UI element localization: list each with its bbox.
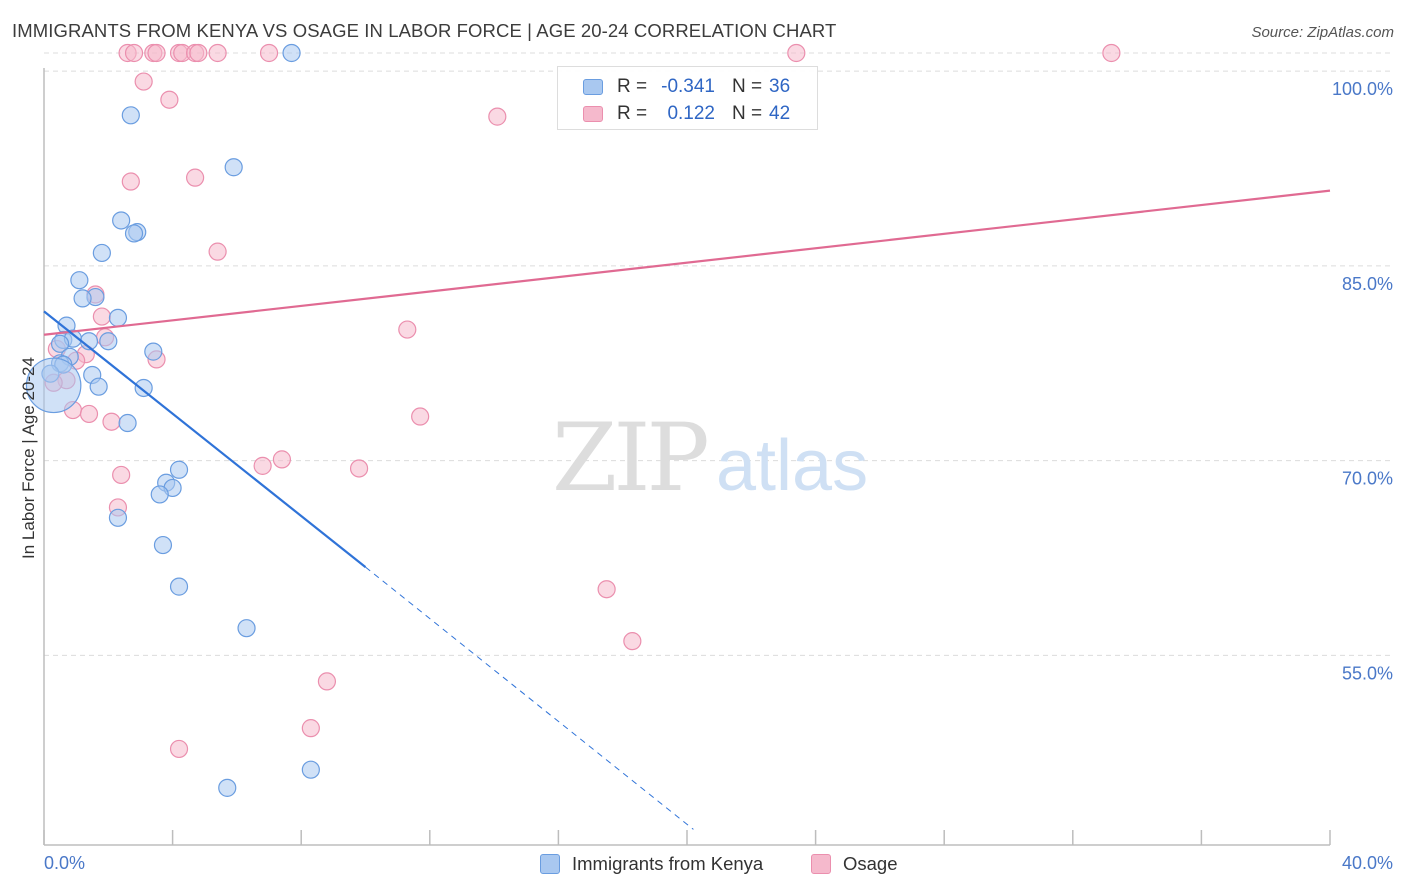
watermark-atlas: atlas xyxy=(716,426,868,506)
y-tick-label: 100.0% xyxy=(1332,79,1393,99)
n-value: 42 xyxy=(769,103,791,124)
osage-point xyxy=(1102,43,1121,63)
legend-label: Osage xyxy=(843,853,898,874)
kenya-point xyxy=(124,224,144,243)
osage-trend-line xyxy=(43,189,1331,336)
osage-point xyxy=(398,320,417,339)
series-legend: Immigrants from Kenya Osage xyxy=(0,852,1406,878)
legend-row-osage: R = 0.122 N = 42 xyxy=(558,101,817,127)
osage-point xyxy=(79,404,99,424)
y-tick-label: 70.0% xyxy=(1342,469,1393,489)
osage-point xyxy=(186,168,205,187)
osage-point xyxy=(160,90,179,109)
kenya-point xyxy=(224,158,243,177)
osage-swatch xyxy=(583,106,603,122)
chart-title: IMMIGRANTS FROM KENYA VS OSAGE IN LABOR … xyxy=(12,20,837,41)
kenya-point xyxy=(70,271,89,290)
kenya-point xyxy=(50,334,70,353)
osage-legend-swatch xyxy=(811,854,831,874)
x-tick-label-min: 0.0% xyxy=(44,853,85,873)
osage-point xyxy=(301,719,320,738)
stats-legend: R = -0.341 N = 36 R = 0.122 N = 42 xyxy=(557,66,818,130)
watermark: ZIP atlas xyxy=(552,404,868,513)
n-value: 36 xyxy=(769,76,791,97)
kenya-point xyxy=(108,508,128,527)
osage-point xyxy=(102,412,121,431)
osage-point xyxy=(259,43,279,63)
osage-points xyxy=(44,43,1121,759)
x-tick-label-max: 40.0% xyxy=(1342,853,1393,873)
trend-lines xyxy=(43,189,1331,830)
kenya-points xyxy=(25,43,320,797)
legend-label: Immigrants from Kenya xyxy=(572,853,764,874)
osage-point xyxy=(189,43,208,63)
kenya-point xyxy=(73,289,92,308)
r-label: R = xyxy=(617,76,648,97)
kenya-point xyxy=(108,308,128,327)
kenya-trend-line xyxy=(43,310,367,569)
kenya-point xyxy=(134,378,153,398)
kenya-point xyxy=(144,342,163,361)
legend-row-kenya: R = -0.341 N = 36 xyxy=(558,74,817,100)
osage-point xyxy=(92,307,111,326)
y-tick-label: 85.0% xyxy=(1342,274,1393,294)
kenya-legend-swatch xyxy=(540,854,560,874)
r-value: -0.341 xyxy=(661,76,715,97)
kenya-point xyxy=(282,43,301,63)
kenya-point xyxy=(153,535,173,555)
kenya-point xyxy=(121,106,140,125)
kenya-point xyxy=(92,243,111,263)
r-value: 0.122 xyxy=(667,103,715,124)
osage-point xyxy=(488,107,507,126)
source-label: Source: ZipAtlas.com xyxy=(1251,24,1394,41)
kenya-trend-extension xyxy=(365,566,694,830)
y-tick-labels: 100.0% 85.0% 70.0% 55.0% xyxy=(1332,79,1393,683)
kenya-point xyxy=(150,485,169,504)
osage-point xyxy=(272,450,292,469)
osage-point xyxy=(124,43,144,63)
n-label: N = xyxy=(732,103,763,124)
osage-point xyxy=(112,465,131,485)
n-label: N = xyxy=(732,76,763,97)
kenya-point xyxy=(118,413,137,433)
osage-point xyxy=(121,172,140,191)
osage-point xyxy=(147,43,166,63)
kenya-point xyxy=(169,460,189,479)
osage-point xyxy=(623,632,642,651)
kenya-point xyxy=(169,577,189,596)
osage-point xyxy=(597,580,616,599)
y-axis-label: In Labor Force | Age 20-24 xyxy=(19,357,38,559)
osage-point xyxy=(411,407,430,426)
kenya-point xyxy=(89,377,108,396)
kenya-point xyxy=(99,332,118,351)
kenya-point xyxy=(237,619,256,638)
y-tick-label: 55.0% xyxy=(1342,663,1393,683)
kenya-swatch xyxy=(583,79,603,95)
osage-point xyxy=(253,456,272,475)
osage-point xyxy=(349,459,369,478)
osage-point xyxy=(787,43,806,63)
osage-point xyxy=(208,242,227,261)
kenya-point xyxy=(112,211,131,230)
grid-lines xyxy=(44,52,1392,656)
kenya-point xyxy=(301,760,320,779)
r-label: R = xyxy=(617,103,648,124)
x-ticks xyxy=(43,830,1331,845)
watermark-zip: ZIP xyxy=(552,404,706,513)
osage-point xyxy=(208,43,227,63)
kenya-point xyxy=(25,357,82,414)
kenya-point xyxy=(218,778,237,797)
osage-point xyxy=(169,739,189,759)
osage-point xyxy=(134,72,153,91)
osage-point xyxy=(317,672,337,691)
